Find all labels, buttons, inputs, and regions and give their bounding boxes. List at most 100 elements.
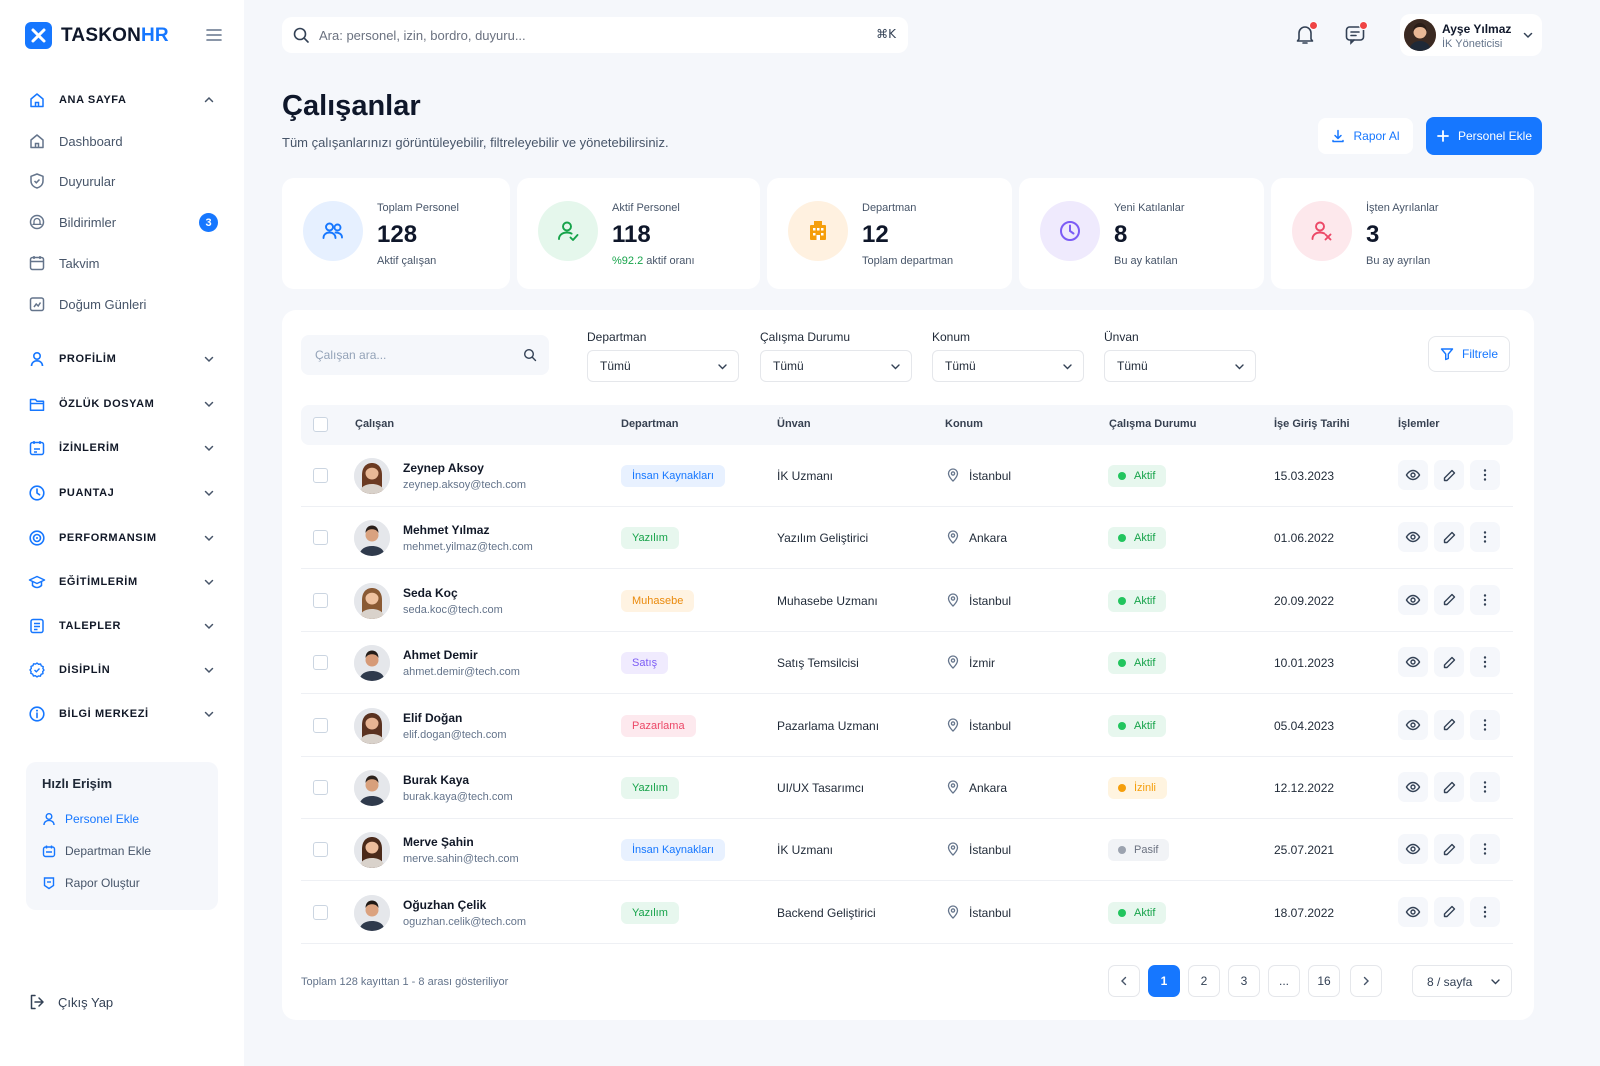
chevron-down-icon — [203, 532, 215, 544]
row-checkbox[interactable] — [313, 780, 328, 795]
row-checkbox[interactable] — [313, 530, 328, 546]
edit-button[interactable] — [1434, 834, 1464, 865]
edit-button[interactable] — [1434, 584, 1464, 615]
employee-name[interactable]: Seda Koç — [403, 585, 458, 600]
view-button[interactable] — [1398, 834, 1428, 865]
filter-label-status: Çalışma Durumu — [760, 330, 851, 344]
add-employee-button[interactable]: Personel Ekle — [1426, 117, 1542, 155]
employee-avatar — [354, 707, 390, 744]
quick-add-department-link[interactable]: Departman Ekle — [42, 844, 151, 858]
row-checkbox[interactable] — [313, 842, 328, 858]
pagination-next[interactable] — [1350, 965, 1382, 997]
table-row[interactable]: Merve Şahin merve.sahin@tech.com İnsan Kay… — [301, 819, 1513, 882]
employee-name[interactable]: Merve Şahin — [403, 835, 474, 850]
more-actions-button[interactable] — [1470, 460, 1500, 490]
employee-name[interactable]: Elif Doğan — [403, 710, 463, 725]
nav-section-2[interactable]: İZİNLERİM — [28, 436, 223, 460]
pencil-icon — [1442, 468, 1457, 483]
sidebar-item-3[interactable]: Takvim — [28, 251, 223, 275]
hamburger-menu-icon[interactable] — [206, 28, 222, 42]
status-select[interactable]: Tümü — [760, 350, 912, 382]
quick-add-employee-link[interactable]: Personel Ekle — [42, 812, 139, 826]
table-row[interactable]: Seda Koç seda.koc@tech.com Muhasebe Muhaseb… — [301, 570, 1513, 632]
row-checkbox[interactable] — [313, 655, 328, 671]
pagination-page[interactable]: 16 — [1308, 965, 1340, 997]
nav-section-home[interactable]: ANA SAYFA — [28, 88, 223, 112]
more-actions-button[interactable] — [1470, 896, 1500, 927]
brand-logo[interactable]: TASKONHR — [25, 22, 169, 49]
employee-location: İstanbul — [969, 905, 1012, 920]
global-search-input[interactable] — [319, 25, 819, 45]
select-all-checkbox[interactable] — [313, 417, 328, 432]
table-row[interactable]: Burak Kaya burak.kaya@tech.com Yazılım UI/U… — [301, 757, 1513, 819]
edit-button[interactable] — [1434, 647, 1464, 678]
table-row[interactable]: Zeynep Aksoy zeynep.aksoy@tech.com İnsan K… — [301, 445, 1513, 507]
pagination-page[interactable]: 3 — [1228, 965, 1260, 997]
logout-button[interactable]: Çıkış Yap — [28, 993, 113, 1011]
nav-section-0[interactable]: PROFİLİM — [28, 347, 223, 371]
table-row[interactable]: Mehmet Yılmaz mehmet.yilmaz@tech.com Yazıl… — [301, 507, 1513, 570]
more-actions-button[interactable] — [1470, 834, 1500, 865]
table-row[interactable]: Elif Doğan elif.dogan@tech.com Pazarlama Pa… — [301, 695, 1513, 757]
edit-button[interactable] — [1434, 460, 1464, 490]
notifications-button[interactable] — [1293, 21, 1319, 48]
nav-section-6[interactable]: TALEPLER — [28, 614, 223, 638]
pagination-page[interactable]: 1 — [1148, 965, 1180, 997]
view-button[interactable] — [1398, 709, 1428, 740]
employee-name[interactable]: Zeynep Aksoy — [403, 461, 484, 475]
pagination-page[interactable]: 2 — [1188, 965, 1220, 997]
nav-section-4[interactable]: PERFORMANSIM — [28, 526, 223, 550]
edit-button[interactable] — [1434, 709, 1464, 740]
view-button[interactable] — [1398, 584, 1428, 615]
sidebar-item-2[interactable]: Bildirimler 3 — [28, 210, 223, 234]
employee-search-input[interactable] — [315, 345, 515, 365]
more-actions-button[interactable] — [1470, 522, 1500, 553]
discipline-badge-icon — [28, 661, 46, 679]
view-button[interactable] — [1398, 772, 1428, 802]
view-button[interactable] — [1398, 896, 1428, 927]
view-button[interactable] — [1398, 522, 1428, 553]
nav-label: Dashboard — [59, 133, 123, 149]
per-page-select[interactable]: 8 / sayfa — [1412, 965, 1512, 997]
employee-email: seda.koc@tech.com — [403, 603, 503, 616]
location-select[interactable]: Tümü — [932, 350, 1084, 382]
view-button[interactable] — [1398, 647, 1428, 678]
quick-create-report-link[interactable]: Rapor Oluştur — [42, 876, 140, 890]
employee-name[interactable]: Ahmet Demir — [403, 648, 478, 663]
employee-name[interactable]: Mehmet Yılmaz — [403, 523, 490, 538]
pencil-icon — [1442, 717, 1457, 732]
nav-section-7[interactable]: DİSİPLİN — [28, 658, 223, 682]
department-select[interactable]: Tümü — [587, 350, 739, 382]
employee-name[interactable]: Burak Kaya — [403, 773, 470, 787]
more-actions-button[interactable] — [1470, 647, 1500, 678]
sidebar-item-1[interactable]: Duyurular — [28, 169, 223, 193]
row-checkbox[interactable] — [313, 904, 328, 920]
view-button[interactable] — [1398, 460, 1428, 490]
nav-section-1[interactable]: ÖZLÜK DOSYAM — [28, 392, 223, 416]
row-checkbox[interactable] — [313, 468, 328, 483]
more-actions-button[interactable] — [1470, 772, 1500, 802]
edit-button[interactable] — [1434, 522, 1464, 553]
employee-name[interactable]: Oğuzhan Çelik — [403, 897, 487, 912]
row-checkbox[interactable] — [313, 592, 328, 608]
employees-panel: Departman Tümü Çalışma Durumu Tümü Konum… — [282, 310, 1534, 1020]
pagination-prev[interactable] — [1108, 965, 1140, 997]
nav-section-3[interactable]: PUANTAJ — [28, 481, 223, 505]
row-checkbox[interactable] — [313, 717, 328, 733]
more-actions-button[interactable] — [1470, 584, 1500, 615]
more-actions-button[interactable] — [1470, 709, 1500, 740]
sidebar-item-4[interactable]: Doğum Günleri — [28, 292, 223, 316]
nav-section-8[interactable]: BİLGİ MERKEZİ — [28, 702, 223, 726]
report-button[interactable]: Rapor Al — [1318, 118, 1413, 154]
sidebar-item-0[interactable]: Dashboard — [28, 129, 223, 153]
edit-button[interactable] — [1434, 772, 1464, 802]
more-vertical-icon — [1478, 780, 1492, 794]
nav-section-5[interactable]: EĞİTİMLERİM — [28, 570, 223, 594]
messages-button[interactable] — [1343, 21, 1369, 48]
title-select[interactable]: Tümü — [1104, 350, 1256, 382]
user-menu[interactable]: Ayşe Yılmaz İK Yöneticisi — [1400, 14, 1542, 56]
table-row[interactable]: Oğuzhan Çelik oguzhan.celik@tech.com Yazıl… — [301, 882, 1513, 944]
filter-button[interactable]: Filtrele — [1428, 336, 1510, 372]
table-row[interactable]: Ahmet Demir ahmet.demir@tech.com Satış Satı… — [301, 632, 1513, 695]
edit-button[interactable] — [1434, 896, 1464, 927]
